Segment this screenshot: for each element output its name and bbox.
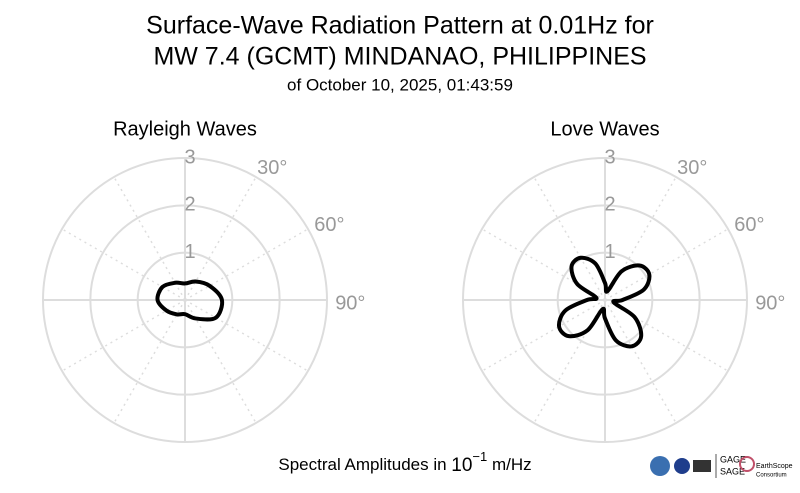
logo-nasa [674, 458, 690, 474]
theta-grid-line [184, 228, 309, 301]
r-tick-label: 1 [184, 241, 195, 263]
title-line: Surface-Wave Radiation Pattern at 0.01Hz… [146, 12, 654, 40]
r-tick-label: 2 [604, 194, 615, 216]
theta-grid-line [113, 299, 186, 424]
r-tick-label: 3 [604, 146, 615, 168]
subtitle: of October 10, 2025, 01:43:59 [287, 75, 513, 94]
r-tick-label: 2 [184, 194, 195, 216]
theta-grid-line [61, 228, 186, 301]
theta-tick-label: 90° [755, 292, 785, 314]
theta-tick-label: 60° [734, 214, 764, 236]
subplot-title: Love Waves [550, 118, 659, 140]
logo-earthscope [739, 456, 755, 472]
theta-grid-line [604, 299, 677, 424]
subplot-title: Rayleigh Waves [113, 118, 257, 140]
theta-grid-line [481, 299, 606, 372]
r-grid-circle [89, 204, 281, 396]
logos: GAGE SAGE EarthScope Consortium [650, 454, 793, 479]
theta-grid-line [184, 299, 309, 372]
x-label-base: 10 [451, 455, 472, 476]
r-tick-label: 3 [184, 146, 195, 168]
logo-text: SAGE [720, 466, 745, 476]
x-label: Spectral Amplitudes in 10−1 m/Hz [278, 449, 531, 476]
logo-usgs [693, 460, 711, 472]
r-grid-circle [136, 251, 234, 349]
theta-tick-label: 60° [314, 214, 344, 236]
x-label-unit: m/Hz [487, 455, 531, 474]
logo-text: Consortium [756, 473, 787, 479]
logo-text: GAGE [720, 454, 746, 464]
r-grid-circle [556, 251, 654, 349]
theta-tick-label: 30° [677, 157, 707, 179]
r-tick-label: 1 [604, 241, 615, 263]
x-label-exponent: −1 [472, 449, 487, 464]
r-grid-circle [509, 204, 701, 396]
theta-grid-line [604, 228, 729, 301]
logo-text: EarthScope [756, 463, 793, 470]
radiation-pattern [556, 255, 652, 349]
theta-grid-line [533, 176, 606, 301]
r-grid-circle [462, 157, 748, 443]
theta-tick-label: 90° [335, 292, 365, 314]
theta-tick-label: 30° [257, 157, 287, 179]
title-line: MW 7.4 (GCMT) MINDANAO, PHILIPPINES [153, 43, 646, 71]
r-grid-circle [42, 157, 328, 443]
x-label-text: Spectral Amplitudes in [278, 455, 451, 474]
logo-nsf [650, 456, 670, 476]
radiation-pattern [155, 279, 225, 322]
